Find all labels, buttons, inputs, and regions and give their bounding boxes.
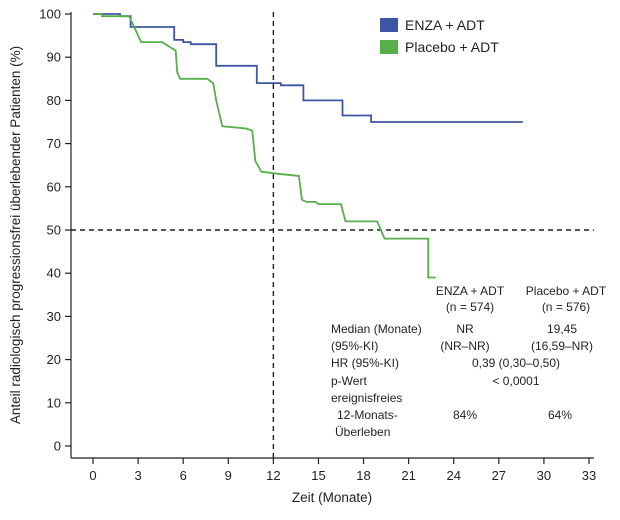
stats-row-label: HR (95%-KI) (331, 356, 399, 370)
stats-col-header-enza: ENZA + ADT (436, 284, 505, 298)
statistics-table: ENZA + ADT (n = 574) Placebo + ADT (n = … (331, 284, 607, 439)
x-tick-label: 0 (89, 468, 96, 483)
stats-cell: 19,45 (547, 322, 577, 336)
x-tick-label: 15 (311, 468, 325, 483)
stats-row-label: Median (Monate) (331, 322, 422, 336)
x-axis-ticks: 0 3 6 9 12 15 18 21 24 27 30 33 (89, 458, 596, 483)
stats-cell: NR (456, 322, 474, 336)
y-tick-label: 60 (47, 179, 61, 194)
legend-label-enza: ENZA + ADT (405, 17, 485, 33)
stats-row-label: Überleben (335, 425, 390, 439)
stats-col-header-placebo: Placebo + ADT (526, 284, 607, 298)
y-tick-label: 100 (39, 7, 61, 22)
x-axis-label: Zeit (Monate) (292, 490, 372, 505)
x-tick-label: 33 (582, 468, 596, 483)
y-tick-label: 80 (47, 93, 61, 108)
y-tick-label: 70 (47, 136, 61, 151)
x-tick-label: 24 (446, 468, 460, 483)
legend-swatch-enza (380, 18, 398, 32)
series-lines (93, 13, 523, 279)
stats-cell: (NR–NR) (440, 339, 489, 353)
stats-cell-merged: 0,39 (0,30–0,50) (472, 356, 560, 370)
stats-row-label: (95%-KI) (331, 339, 378, 353)
y-axis-ticks: 0 10 20 30 40 50 60 70 80 90 100 (39, 7, 71, 454)
x-tick-label: 30 (537, 468, 551, 483)
series-line-enza (93, 13, 523, 123)
stats-col-n-enza: (n = 574) (446, 300, 494, 314)
legend: ENZA + ADT Placebo + ADT (380, 17, 499, 55)
series-line-placebo (93, 13, 436, 279)
y-tick-label: 40 (47, 266, 61, 281)
stats-cell-merged: < 0,0001 (492, 374, 539, 388)
stats-row-label: ereignisfreies (331, 391, 402, 405)
x-tick-label: 21 (401, 468, 415, 483)
x-tick-label: 12 (266, 468, 280, 483)
x-tick-label: 6 (180, 468, 187, 483)
stats-cell: 84% (453, 408, 477, 422)
y-tick-label: 20 (47, 352, 61, 367)
y-axis-label: Anteil radiologisch progressionsfrei übe… (8, 46, 23, 424)
stats-cell: 64% (548, 408, 572, 422)
y-tick-label: 30 (47, 309, 61, 324)
y-tick-label: 50 (47, 223, 61, 238)
stats-cell: (16,59–NR) (531, 339, 593, 353)
legend-label-placebo: Placebo + ADT (405, 39, 499, 55)
stats-row-label: p-Wert (331, 374, 367, 388)
legend-swatch-placebo (380, 40, 398, 54)
stats-col-n-placebo: (n = 576) (542, 300, 590, 314)
x-tick-label: 3 (134, 468, 141, 483)
y-tick-label: 90 (47, 50, 61, 65)
x-tick-label: 18 (356, 468, 370, 483)
x-tick-label: 9 (225, 468, 232, 483)
x-tick-label: 27 (492, 468, 506, 483)
y-tick-label: 0 (54, 439, 61, 454)
y-tick-label: 10 (47, 395, 61, 410)
stats-row-label: 12-Monats- (337, 408, 398, 422)
